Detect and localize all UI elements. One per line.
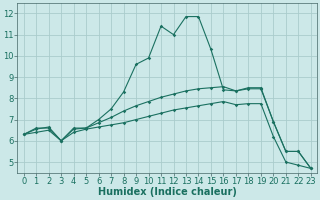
X-axis label: Humidex (Indice chaleur): Humidex (Indice chaleur) (98, 187, 237, 197)
